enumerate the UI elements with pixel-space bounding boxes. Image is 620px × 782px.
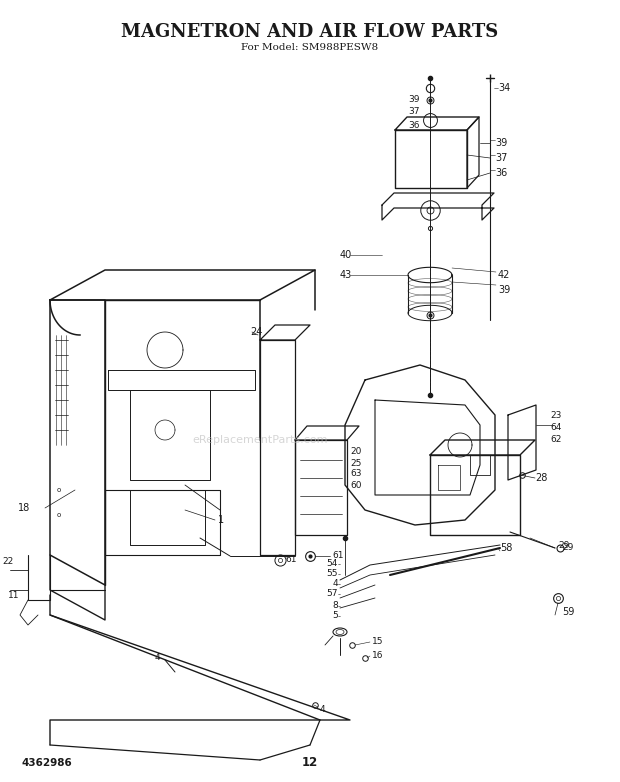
Text: 15: 15 — [372, 637, 384, 647]
Text: 20: 20 — [350, 447, 361, 457]
Text: 61: 61 — [332, 551, 343, 561]
Text: For Model: SM988PESW8: For Model: SM988PESW8 — [241, 44, 379, 52]
Text: 1: 1 — [218, 515, 224, 525]
Text: 4: 4 — [154, 654, 160, 662]
Text: 43: 43 — [340, 270, 352, 280]
Text: 11: 11 — [8, 590, 19, 600]
Text: 24: 24 — [250, 327, 262, 337]
Text: 55: 55 — [327, 569, 338, 579]
Text: 60: 60 — [350, 480, 361, 490]
Text: 4: 4 — [320, 705, 326, 715]
Text: 39: 39 — [498, 285, 510, 295]
Text: 8: 8 — [332, 601, 338, 611]
Text: 54: 54 — [327, 559, 338, 569]
Text: eReplacementParts.com: eReplacementParts.com — [192, 435, 328, 445]
Text: 42: 42 — [498, 270, 510, 280]
Text: 22: 22 — [2, 558, 13, 566]
Text: 57: 57 — [327, 590, 338, 598]
Text: 23: 23 — [550, 411, 561, 419]
Text: 62: 62 — [550, 436, 561, 444]
Text: 18: 18 — [18, 503, 30, 513]
Text: 58: 58 — [500, 543, 512, 553]
Text: 4: 4 — [332, 579, 338, 589]
Text: 37: 37 — [409, 107, 420, 117]
Text: 64: 64 — [550, 424, 561, 432]
Text: 39: 39 — [495, 138, 507, 148]
Text: 28: 28 — [535, 473, 547, 483]
Text: 37: 37 — [495, 153, 507, 163]
Text: o: o — [57, 487, 61, 493]
Text: 59: 59 — [562, 607, 574, 617]
Text: 36: 36 — [495, 168, 507, 178]
Text: 40: 40 — [340, 250, 352, 260]
Text: 16: 16 — [372, 651, 384, 661]
Text: 36: 36 — [409, 120, 420, 130]
Text: 5: 5 — [332, 612, 338, 620]
Text: 29: 29 — [562, 543, 574, 553]
Text: 29: 29 — [558, 541, 569, 551]
Text: 63: 63 — [350, 469, 361, 479]
Text: 12: 12 — [302, 756, 318, 769]
Text: o: o — [57, 512, 61, 518]
Text: MAGNETRON AND AIR FLOW PARTS: MAGNETRON AND AIR FLOW PARTS — [122, 23, 498, 41]
Text: 61: 61 — [285, 555, 296, 565]
Text: 39: 39 — [409, 95, 420, 105]
Text: 34: 34 — [498, 83, 510, 93]
Text: 4362986: 4362986 — [22, 758, 73, 768]
Text: 25: 25 — [350, 458, 361, 468]
